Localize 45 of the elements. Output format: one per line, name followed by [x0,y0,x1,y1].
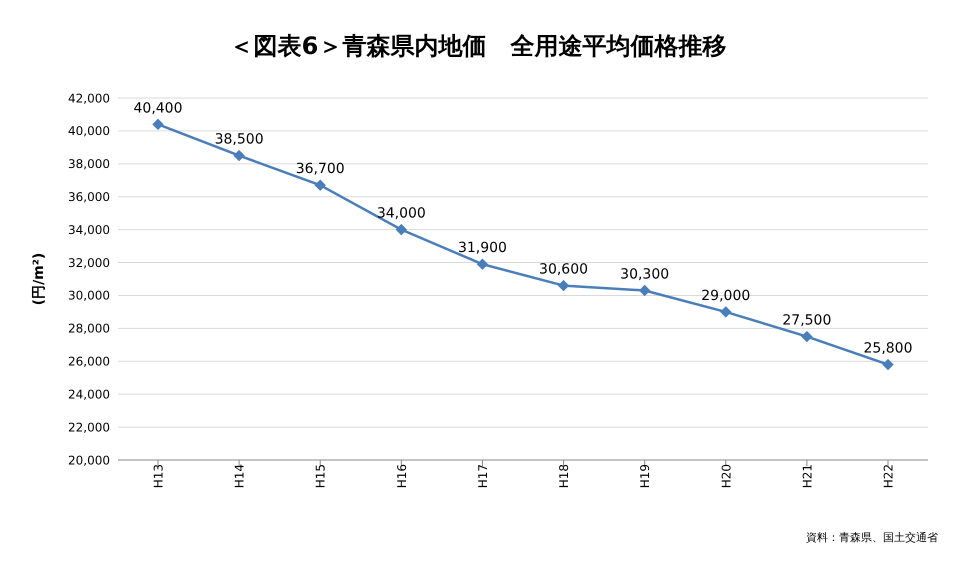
point [314,180,326,191]
y-tick-label: 40,000 [68,124,110,138]
point [882,359,894,370]
y-tick-label: 36,000 [68,190,110,204]
x-tick-label: H22 [882,464,896,488]
point [558,280,570,292]
y-tick-label: 38,000 [68,157,110,172]
y-tick-label: 30,000 [68,288,110,303]
y-axis-title: (円/m²) [30,252,47,306]
data-label: 40,400 [134,100,182,116]
chart-title: ＜図表6＞青森県内地価 全用途平均価格推移 [228,31,728,62]
y-tick-label: 20,000 [68,453,110,468]
x-tick-label: H15 [314,464,328,488]
y-tick-label: 28,000 [68,322,110,336]
x-tick-label: H13 [152,464,166,488]
x-tick-label: H16 [394,464,409,488]
x-tick-label: H14 [232,464,247,488]
data-label: 34,000 [376,206,426,222]
text: 資料：青森県、国土交通省 [806,530,938,545]
data-label: 27,500 [782,312,832,329]
data-label: 30,600 [539,262,588,278]
y-tick-label: 24,000 [68,387,110,402]
point [720,306,732,318]
x-tick-label: H21 [800,464,814,488]
x-tick-label: H18 [557,464,572,488]
x-tick-label: H17 [476,464,490,488]
y-tick-label: 42,000 [68,91,110,106]
y-tick-label: 32,000 [68,256,110,270]
data-label: 31,900 [458,240,507,256]
y-tick-label: 34,000 [68,222,110,237]
point [476,258,488,270]
data-label: 30,300 [620,266,670,283]
point [152,118,164,130]
data-label: 36,700 [296,161,345,178]
data-label: 38,500 [214,132,264,148]
x-tick-label: H20 [719,464,734,488]
x-tick-label: H19 [638,464,652,488]
data-label: 29,000 [701,288,750,304]
y-tick-label: 26,000 [68,354,110,369]
point [801,331,812,342]
y-tick-label: 22,000 [68,420,110,434]
point [234,150,245,162]
point [396,224,407,236]
data-label: 25,800 [864,340,912,357]
point [639,285,650,296]
